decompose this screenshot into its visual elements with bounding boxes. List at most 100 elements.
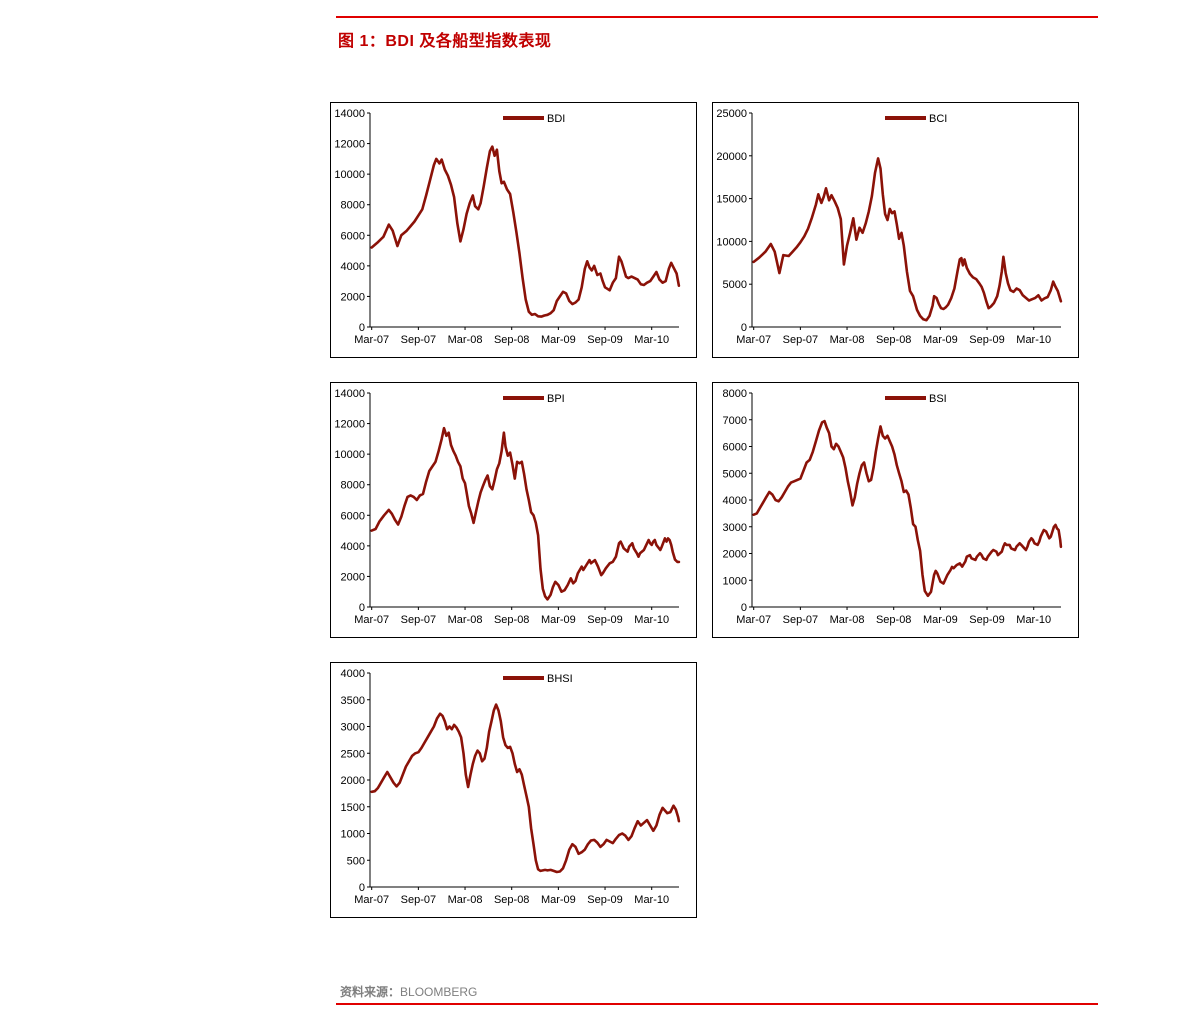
y-tick-label: 8000 — [723, 388, 747, 400]
y-tick-label: 15000 — [716, 194, 747, 206]
bottom-divider — [336, 1003, 1098, 1005]
legend-label: BHSI — [547, 673, 573, 685]
y-tick-label: 2000 — [341, 775, 365, 787]
y-tick-label: 12000 — [334, 139, 365, 151]
y-tick-label: 6000 — [341, 230, 365, 242]
x-tick-label: Mar-10 — [634, 334, 669, 346]
y-tick-label: 2000 — [723, 549, 747, 561]
y-tick-label: 0 — [359, 602, 365, 614]
chart-bhsi: 0 500 1000 1500 2000 2500 3000 3500 4000 Mar-07 Se… — [330, 662, 697, 918]
x-tick-label: Sep-08 — [876, 614, 911, 626]
y-tick-label: 4000 — [341, 261, 365, 273]
x-tick-label: Mar-09 — [923, 334, 958, 346]
chart-canvas-bpi: 0 2000 4000 6000 8000 10000 12000 14000 Mar-07 Se… — [330, 382, 697, 638]
y-tick-label: 7000 — [723, 415, 747, 427]
x-tick-label: Mar-08 — [448, 614, 483, 626]
y-tick-label: 14000 — [334, 108, 365, 120]
y-tick-label: 10000 — [334, 449, 365, 461]
chart-border — [712, 102, 1079, 358]
y-tick-label: 1000 — [341, 829, 365, 841]
x-tick-label: Sep-07 — [401, 894, 436, 906]
y-tick-label: 5000 — [723, 468, 747, 480]
y-tick-label: 3000 — [723, 522, 747, 534]
x-tick-label: Mar-09 — [541, 894, 576, 906]
series-line-bhsi — [370, 703, 681, 874]
x-tick-label: Mar-09 — [541, 334, 576, 346]
y-tick-label: 3000 — [341, 722, 365, 734]
y-tick-label: 6000 — [723, 442, 747, 454]
x-tick-label: Mar-07 — [736, 334, 771, 346]
y-tick-label: 1000 — [723, 575, 747, 587]
x-tick-label: Mar-10 — [1016, 334, 1051, 346]
y-tick-label: 4000 — [341, 541, 365, 553]
top-divider — [336, 16, 1098, 18]
y-tick-label: 0 — [359, 322, 365, 334]
x-tick-label: Mar-08 — [830, 614, 865, 626]
chart-bci: 0 5000 10000 15000 20000 25000 Mar-07 Sep-07 Mar… — [712, 102, 1079, 358]
x-tick-label: Sep-07 — [401, 334, 436, 346]
x-tick-label: Mar-10 — [634, 894, 669, 906]
y-tick-label: 6000 — [341, 510, 365, 522]
series-line-bsi — [752, 419, 1063, 598]
x-tick-label: Mar-09 — [923, 614, 958, 626]
y-tick-label: 0 — [741, 602, 747, 614]
x-tick-label: Mar-08 — [448, 334, 483, 346]
chart-canvas-bdi: 0 2000 4000 6000 8000 10000 12000 14000 Mar-07 Se… — [330, 102, 697, 358]
x-tick-label: Mar-10 — [1016, 614, 1051, 626]
y-tick-label: 0 — [359, 882, 365, 894]
y-tick-label: 10000 — [334, 169, 365, 181]
chart-bpi: 0 2000 4000 6000 8000 10000 12000 14000 Mar-07 Se… — [330, 382, 697, 638]
figure-title: 图 1：BDI 及各船型指数表现 — [338, 33, 552, 50]
chart-border — [330, 382, 697, 638]
x-tick-label: Mar-08 — [830, 334, 865, 346]
y-tick-label: 4000 — [341, 668, 365, 680]
x-tick-label: Sep-08 — [494, 894, 529, 906]
chart-canvas-bsi: 0 1000 2000 3000 4000 5000 6000 7000 8000 Mar-07 S… — [712, 382, 1079, 638]
y-tick-label: 25000 — [716, 108, 747, 120]
x-tick-label: Mar-07 — [736, 614, 771, 626]
chart-canvas-bhsi: 0 500 1000 1500 2000 2500 3000 3500 4000 Mar-07 Se… — [330, 662, 697, 918]
x-tick-label: Sep-09 — [587, 894, 622, 906]
legend-label: BCI — [929, 113, 947, 125]
y-tick-label: 20000 — [716, 151, 747, 163]
legend-label: BPI — [547, 393, 565, 405]
source-line: 资料来源：BLOOMBERG — [340, 983, 477, 1000]
y-tick-label: 500 — [347, 855, 365, 867]
legend-label: BSI — [929, 393, 947, 405]
x-tick-label: Sep-09 — [969, 334, 1004, 346]
chart-canvas-bci: 0 5000 10000 15000 20000 25000 Mar-07 Sep-07 Mar… — [712, 102, 1079, 358]
y-tick-label: 0 — [741, 322, 747, 334]
x-tick-label: Mar-10 — [634, 614, 669, 626]
x-tick-label: Mar-07 — [354, 894, 389, 906]
y-tick-label: 5000 — [723, 279, 747, 291]
chart-bsi: 0 1000 2000 3000 4000 5000 6000 7000 8000 Mar-07 S… — [712, 382, 1079, 638]
x-tick-label: Sep-08 — [876, 334, 911, 346]
y-tick-label: 12000 — [334, 419, 365, 431]
y-tick-label: 1500 — [341, 802, 365, 814]
x-tick-label: Mar-07 — [354, 334, 389, 346]
x-tick-label: Mar-07 — [354, 614, 389, 626]
source-label: 资料来源： — [340, 985, 401, 999]
legend-label: BDI — [547, 113, 565, 125]
x-tick-label: Sep-09 — [587, 614, 622, 626]
y-tick-label: 2000 — [341, 571, 365, 583]
series-line-bpi — [370, 426, 681, 601]
chart-border — [712, 382, 1079, 638]
series-line-bdi — [370, 145, 681, 318]
y-tick-label: 8000 — [341, 200, 365, 212]
source-value: BLOOMBERG — [400, 985, 478, 999]
x-tick-label: Sep-07 — [401, 614, 436, 626]
chart-border — [330, 662, 697, 918]
x-tick-label: Sep-09 — [969, 614, 1004, 626]
x-tick-label: Mar-08 — [448, 894, 483, 906]
y-tick-label: 3500 — [341, 695, 365, 707]
y-tick-label: 2500 — [341, 748, 365, 760]
y-tick-label: 14000 — [334, 388, 365, 400]
y-tick-label: 8000 — [341, 480, 365, 492]
x-tick-label: Sep-08 — [494, 334, 529, 346]
x-tick-label: Sep-08 — [494, 614, 529, 626]
chart-bdi: 0 2000 4000 6000 8000 10000 12000 14000 Mar-07 Se… — [330, 102, 697, 358]
y-tick-label: 10000 — [716, 236, 747, 248]
y-tick-label: 2000 — [341, 291, 365, 303]
